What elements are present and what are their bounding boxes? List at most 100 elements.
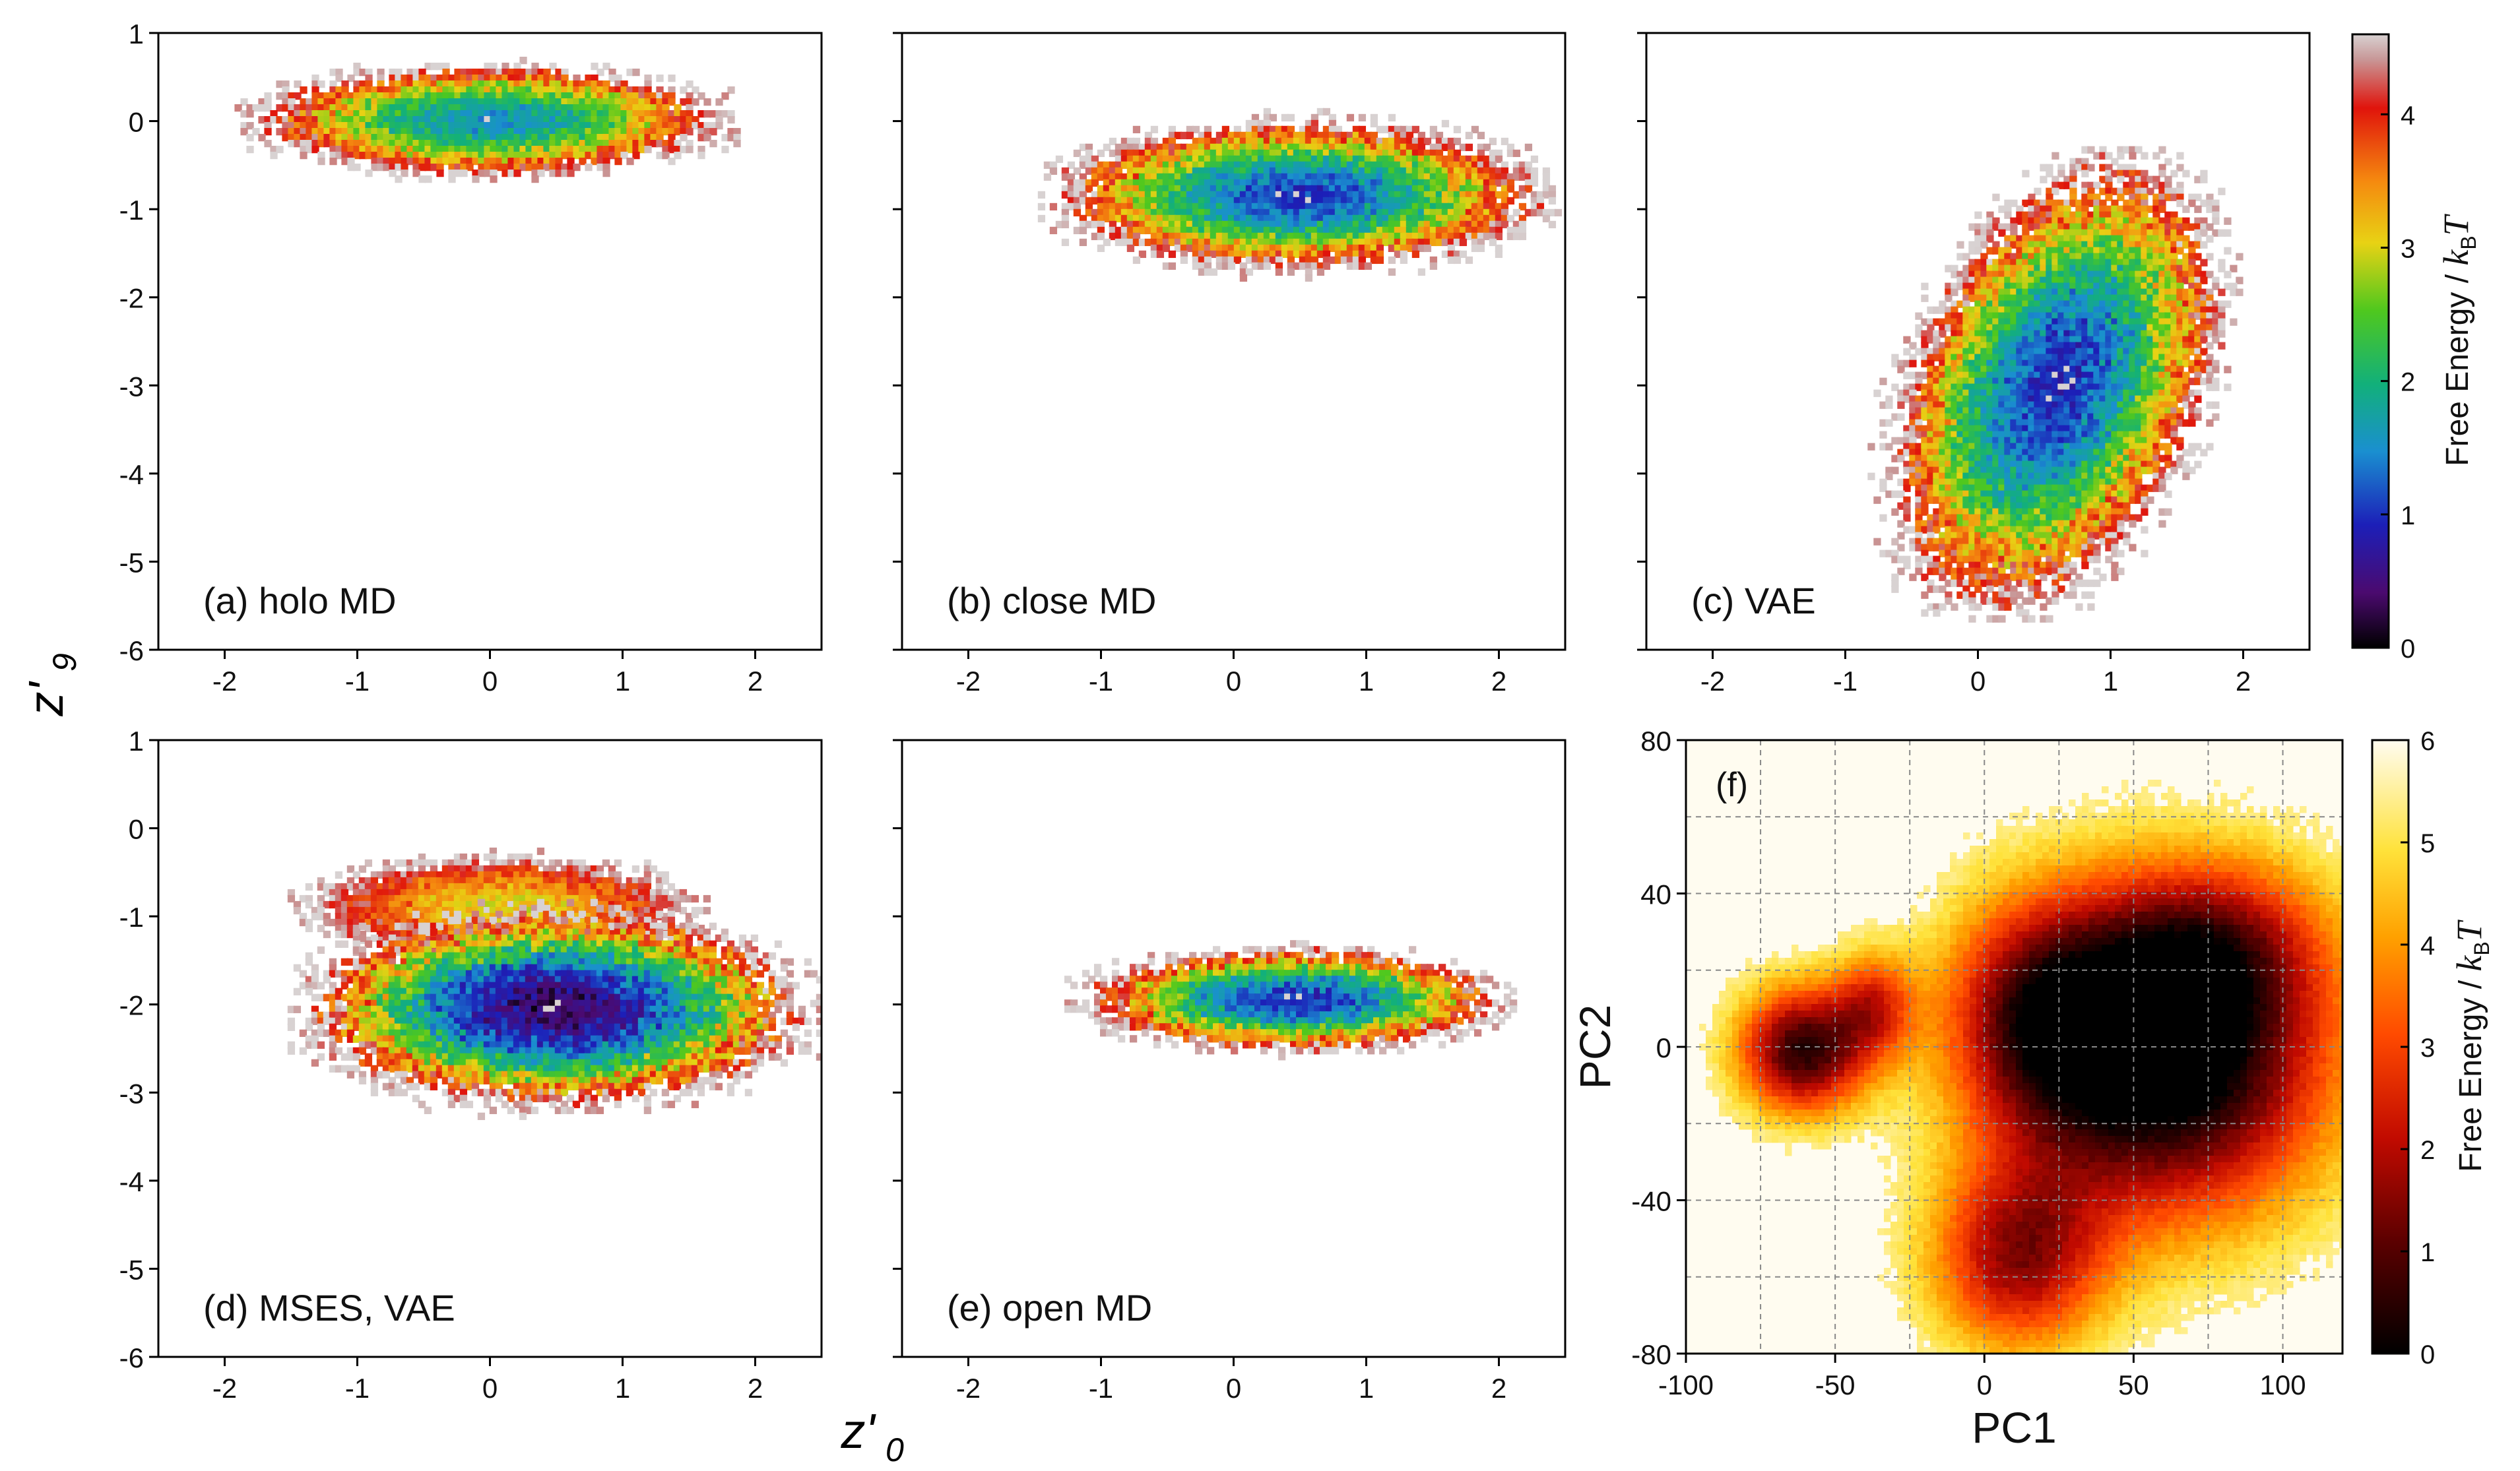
density-cell-b xyxy=(1376,244,1384,253)
density-cell-b xyxy=(1115,179,1123,187)
density-cell-c xyxy=(1980,336,1988,344)
density-cell-c xyxy=(2087,164,2095,172)
density-cell-a xyxy=(323,116,331,124)
density-cell-a xyxy=(490,92,498,100)
density-cell-a xyxy=(406,110,414,118)
density-cell-c xyxy=(1951,360,1958,367)
density-cell-c xyxy=(1992,348,2000,356)
density-cell-c xyxy=(2194,217,2202,225)
density-cell-a xyxy=(620,86,628,94)
density-cell-b xyxy=(1376,220,1384,229)
density-cell-b xyxy=(1310,173,1319,181)
density-cell-b xyxy=(1388,185,1396,193)
density-cell-c xyxy=(2158,425,2166,433)
density-cell-c xyxy=(2057,288,2065,296)
density-cell-c xyxy=(2129,181,2137,189)
density-cell-b xyxy=(1352,131,1361,140)
density-cell-b xyxy=(1073,226,1082,235)
density-cell-c xyxy=(1933,354,1941,361)
density-cell-c xyxy=(2040,413,2048,421)
density-cell-a xyxy=(335,122,343,130)
density-cell-b xyxy=(1489,179,1497,187)
density-cell-b xyxy=(1322,238,1331,247)
density-cell-b xyxy=(1346,179,1355,187)
density-cell-c xyxy=(1986,300,1994,308)
density-cell-b xyxy=(1115,185,1123,193)
density-cell-c xyxy=(1921,401,1929,409)
density-cell-c xyxy=(1945,288,1953,296)
density-cell-c xyxy=(2111,170,2119,177)
density-cell-b xyxy=(1097,173,1105,181)
density-cell-b xyxy=(1221,137,1230,146)
density-cell-b xyxy=(1512,161,1521,170)
density-cell-b xyxy=(1346,149,1355,158)
density-cell-c xyxy=(2158,164,2166,172)
density-cell-c xyxy=(2069,454,2077,462)
density-cell-c xyxy=(2200,324,2208,332)
density-cell-b xyxy=(1370,113,1378,122)
density-cell-c xyxy=(2063,205,2071,213)
density-cell-a xyxy=(460,80,468,88)
density-cell-a xyxy=(300,116,307,124)
density-cell-a xyxy=(626,140,634,148)
density-cell-c xyxy=(2010,342,2018,350)
density-cell-a xyxy=(531,170,539,177)
density-cell-b xyxy=(1328,131,1337,140)
density-cell-a xyxy=(341,110,349,118)
density-cell-b xyxy=(1334,256,1343,265)
density-cell-c xyxy=(2057,211,2065,219)
density-cell-b xyxy=(1299,131,1307,140)
density-cell-c xyxy=(2028,401,2036,409)
density-cell-b xyxy=(1358,143,1367,152)
density-cell-c xyxy=(2176,181,2184,189)
density-cell-a xyxy=(549,170,557,177)
density-cell-a xyxy=(537,170,545,177)
density-cell-c xyxy=(2028,449,2036,456)
density-cell-c xyxy=(1921,407,1929,415)
density-cell-c xyxy=(2135,146,2143,154)
density-cell-c xyxy=(2188,413,2196,421)
density-cell-c xyxy=(1885,419,1893,427)
density-cell-c xyxy=(2111,282,2119,290)
density-cell-b xyxy=(1382,197,1390,205)
density-cell-c xyxy=(2004,306,2012,314)
density-cell-a xyxy=(389,104,397,112)
density-cell-a xyxy=(395,116,403,124)
density-cell-b xyxy=(1275,125,1283,134)
density-cell-a xyxy=(490,98,498,106)
density-cell-c xyxy=(2129,229,2137,237)
density-cell-b xyxy=(1441,191,1450,199)
density-cell-c xyxy=(2081,443,2089,451)
density-cell-c xyxy=(1974,265,1982,272)
density-cell-c xyxy=(2182,449,2190,456)
density-cell-b xyxy=(1287,113,1295,122)
density-cell-a xyxy=(365,170,373,177)
density-cell-c xyxy=(1915,419,1923,427)
density-cell-a xyxy=(466,152,474,160)
density-cell-c xyxy=(1962,330,1970,338)
density-cell-c xyxy=(2212,401,2220,409)
density-cell-c xyxy=(1998,259,2006,266)
density-cell-b xyxy=(1388,149,1396,158)
density-cell-c xyxy=(2075,241,2083,249)
density-cell-c xyxy=(2016,425,2024,433)
density-cell-c xyxy=(2123,389,2131,397)
density-cell-a xyxy=(300,110,307,118)
density-cell-c xyxy=(2010,199,2018,207)
density-cell-b xyxy=(1310,220,1319,229)
density-cell-c xyxy=(2052,235,2059,243)
density-cell-a xyxy=(460,110,468,118)
density-cell-c xyxy=(1968,306,1976,314)
density-cell-c xyxy=(2087,324,2095,332)
density-cell-b xyxy=(1120,161,1129,170)
density-cell-c xyxy=(1915,425,1923,433)
density-cell-a xyxy=(585,98,593,106)
density-cell-a xyxy=(478,75,486,82)
density-cell-b xyxy=(1305,131,1313,140)
density-cell-c xyxy=(1933,395,1941,403)
density-cell-b xyxy=(1233,238,1242,247)
density-cell-c xyxy=(2129,270,2137,278)
density-cell-c xyxy=(2123,205,2131,213)
density-cell-c xyxy=(2016,211,2024,219)
density-cell-a xyxy=(626,122,634,130)
